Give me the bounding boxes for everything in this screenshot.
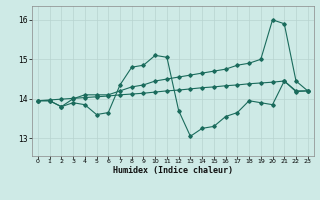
X-axis label: Humidex (Indice chaleur): Humidex (Indice chaleur): [113, 166, 233, 175]
